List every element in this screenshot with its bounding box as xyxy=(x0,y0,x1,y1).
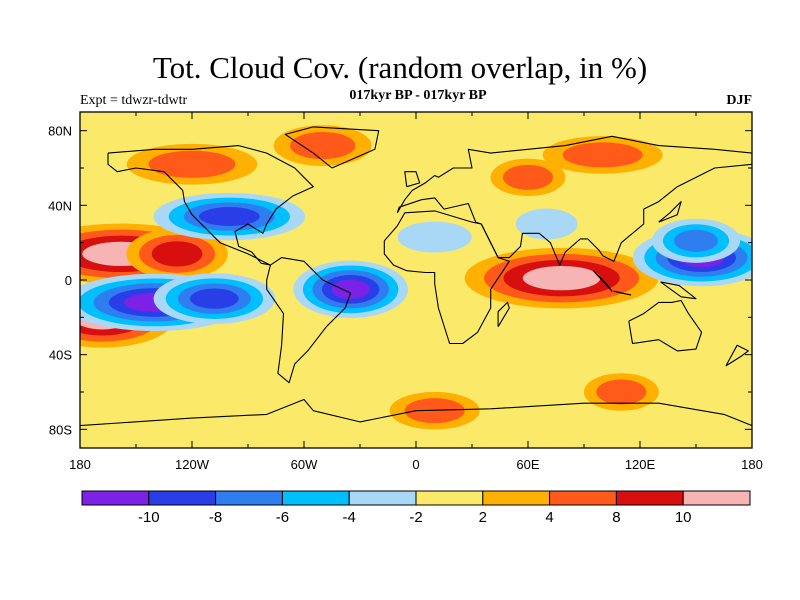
x-tick-label: 180 xyxy=(741,457,763,472)
contour-region xyxy=(673,229,719,252)
colorbar-label: -4 xyxy=(343,509,356,526)
contour-region xyxy=(503,164,553,190)
coastline xyxy=(284,126,380,169)
colorbar-label: 8 xyxy=(612,509,620,526)
contour-region xyxy=(515,208,578,240)
contour-region xyxy=(148,150,236,178)
colorbar-box xyxy=(81,490,150,506)
contour-region xyxy=(522,266,601,291)
x-tick-label: 120E xyxy=(625,457,656,472)
coastline xyxy=(725,344,749,367)
colorbar-box xyxy=(549,490,617,506)
x-tick-label: 60E xyxy=(516,457,539,472)
x-tick-label: 180 xyxy=(69,457,91,472)
colorbar-label: -8 xyxy=(209,509,222,526)
contour-region xyxy=(190,288,239,309)
contour-region xyxy=(151,241,203,267)
season-label: DJF xyxy=(726,93,752,108)
coastline xyxy=(497,301,510,327)
colorbar-box xyxy=(415,490,484,506)
coastline xyxy=(658,201,682,223)
colorbar-box xyxy=(215,490,283,506)
colorbar-box xyxy=(615,490,684,506)
coastline xyxy=(266,257,352,384)
coastline xyxy=(404,171,421,188)
colorbar-box xyxy=(348,490,417,506)
colorbar-label: -10 xyxy=(138,509,160,526)
x-tick-label: 120W xyxy=(175,457,210,472)
colorbar-box xyxy=(148,490,217,506)
plot-area xyxy=(80,112,752,448)
colorbar-label: -6 xyxy=(276,509,289,526)
experiment-label: Expt = tdwzr-tdwtr xyxy=(80,93,188,108)
coastlines xyxy=(80,126,752,427)
colorbar: -10 -8 -6 -4 -2 2 4 8 10 xyxy=(81,490,751,526)
y-tick-label: 80S xyxy=(49,422,72,437)
coastline xyxy=(660,281,697,300)
contour-region xyxy=(290,132,356,160)
colorbar-label: 10 xyxy=(675,509,692,526)
colorbar-box xyxy=(682,490,751,506)
colorbar-box xyxy=(482,490,551,506)
x-tick-label: 60W xyxy=(291,457,318,472)
coastline xyxy=(592,270,613,292)
colorbar-label: 2 xyxy=(479,509,487,526)
coastline xyxy=(107,145,314,266)
coastline xyxy=(383,210,510,345)
y-tick-label: 0 xyxy=(65,273,72,288)
contour-region xyxy=(397,221,472,253)
x-tick-label: 0 xyxy=(412,457,419,472)
y-tick-label: 40S xyxy=(49,348,72,363)
field-layer xyxy=(80,112,752,448)
colorbar-label: 4 xyxy=(545,509,553,526)
colorbar-label: -2 xyxy=(409,509,422,526)
map-subtitle: 017kyr BP - 017kyr BP xyxy=(349,88,487,103)
coastline xyxy=(613,290,632,296)
contour-region xyxy=(562,142,643,168)
contour-region xyxy=(331,279,370,299)
contour-region xyxy=(596,379,647,405)
colorbar-box xyxy=(281,490,350,506)
map-title: Tot. Cloud Cov. (random overlap, in %) xyxy=(152,50,648,85)
axes: 80N 40N 0 40S 80S 180 120W 60W 0 60E 120E 180 xyxy=(48,111,763,472)
y-tick-label: 80N xyxy=(48,124,72,139)
y-tick-label: 40N xyxy=(48,198,72,213)
coastline xyxy=(80,398,752,427)
contour-region xyxy=(198,207,260,227)
coastline xyxy=(628,299,703,352)
